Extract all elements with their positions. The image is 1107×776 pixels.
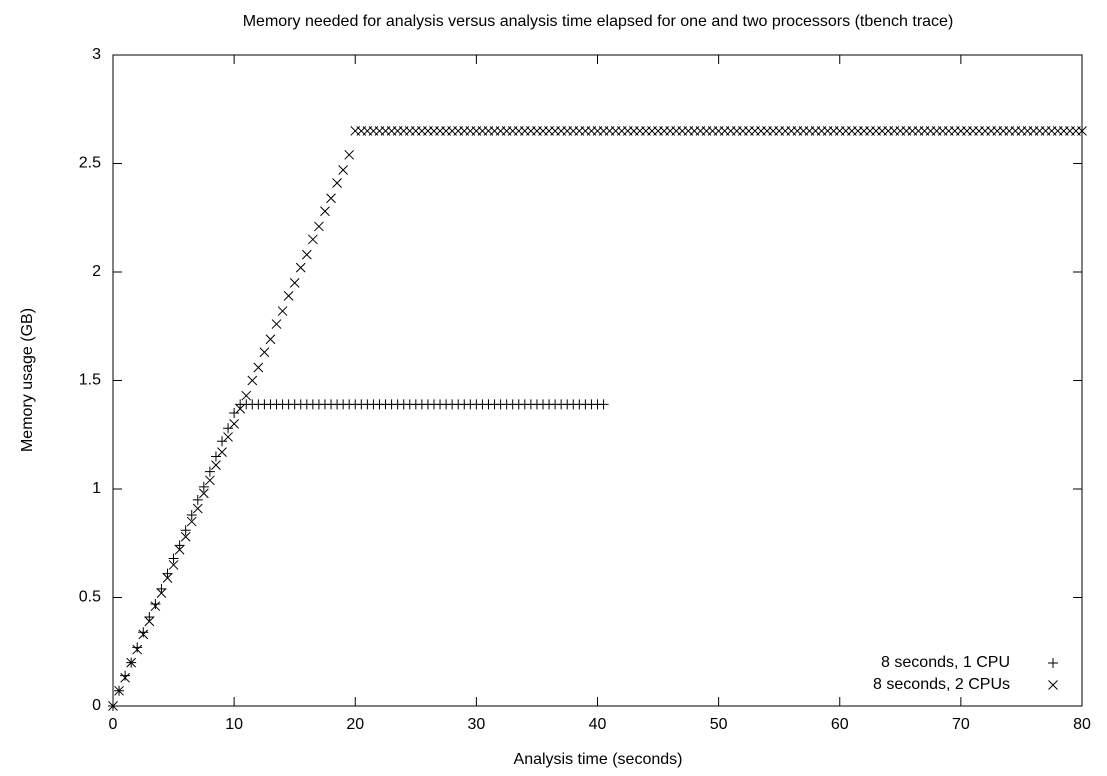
point <box>156 583 167 594</box>
point <box>229 408 240 419</box>
point <box>204 466 215 477</box>
legend-label: 8 seconds, 1 CPU <box>881 654 1010 671</box>
point <box>308 234 318 245</box>
chart-title: Memory needed for analysis versus analys… <box>243 13 954 30</box>
x-tick-label: 20 <box>346 716 364 733</box>
point <box>332 178 342 188</box>
x-tick-label: 40 <box>589 716 607 733</box>
point <box>150 599 161 610</box>
point <box>235 403 246 414</box>
point <box>174 544 185 555</box>
y-tick-label: 1 <box>92 480 101 497</box>
point <box>192 494 203 505</box>
point <box>126 657 137 668</box>
point <box>1077 126 1087 136</box>
point <box>168 560 179 570</box>
x-tick-label: 10 <box>225 716 243 733</box>
point <box>265 334 276 345</box>
point <box>247 375 258 386</box>
point <box>186 516 197 527</box>
point <box>217 436 228 447</box>
point <box>210 451 221 462</box>
point <box>132 644 143 655</box>
point <box>150 601 161 612</box>
x-tick-label: 80 <box>1073 716 1091 733</box>
point <box>217 447 227 457</box>
legend-label: 8 seconds, 2 CPUs <box>873 676 1010 693</box>
y-tick-label: 0 <box>92 697 101 714</box>
point <box>241 390 252 401</box>
x-tick-label: 30 <box>467 716 485 733</box>
point <box>180 531 191 542</box>
x-tick-label: 50 <box>710 716 728 733</box>
point <box>120 670 131 681</box>
plot-frame <box>112 54 1083 707</box>
point <box>223 432 233 442</box>
point <box>283 291 294 301</box>
point <box>114 685 124 696</box>
point <box>198 481 209 492</box>
y-tick-label: 2.5 <box>79 155 101 172</box>
x-tick-label: 70 <box>952 716 970 733</box>
point <box>253 362 264 373</box>
point <box>320 206 330 217</box>
point <box>277 306 288 316</box>
point <box>338 165 348 175</box>
y-tick-label: 3 <box>92 46 101 63</box>
point <box>144 616 155 627</box>
point <box>229 419 239 429</box>
legend-marker <box>1048 680 1058 690</box>
point <box>144 612 155 623</box>
point <box>326 193 336 204</box>
point <box>162 573 173 583</box>
point <box>259 347 270 358</box>
point <box>180 525 191 536</box>
legend-marker <box>1048 658 1058 668</box>
point <box>132 642 143 653</box>
point <box>186 510 197 521</box>
point <box>271 319 282 329</box>
point <box>205 475 215 486</box>
point <box>223 423 234 434</box>
point <box>174 540 185 551</box>
point <box>138 627 149 638</box>
point <box>211 460 221 470</box>
point <box>192 503 203 514</box>
point <box>168 553 179 564</box>
x-axis-label: Analysis time (seconds) <box>514 751 683 768</box>
point <box>344 149 355 160</box>
y-tick-label: 2 <box>92 263 101 280</box>
point <box>108 701 118 711</box>
point <box>295 262 306 273</box>
point <box>314 221 324 232</box>
point <box>162 568 173 579</box>
point <box>198 488 209 499</box>
point <box>301 249 312 260</box>
x-tick-label: 60 <box>831 716 849 733</box>
point <box>156 588 167 599</box>
point <box>598 399 609 410</box>
x-tick-label: 0 <box>109 716 118 733</box>
point <box>120 672 130 683</box>
point <box>138 629 149 640</box>
y-axis-label: Memory usage (GB) <box>19 308 36 452</box>
y-tick-label: 1.5 <box>79 372 101 389</box>
point <box>289 277 300 288</box>
y-tick-label: 0.5 <box>79 589 101 606</box>
